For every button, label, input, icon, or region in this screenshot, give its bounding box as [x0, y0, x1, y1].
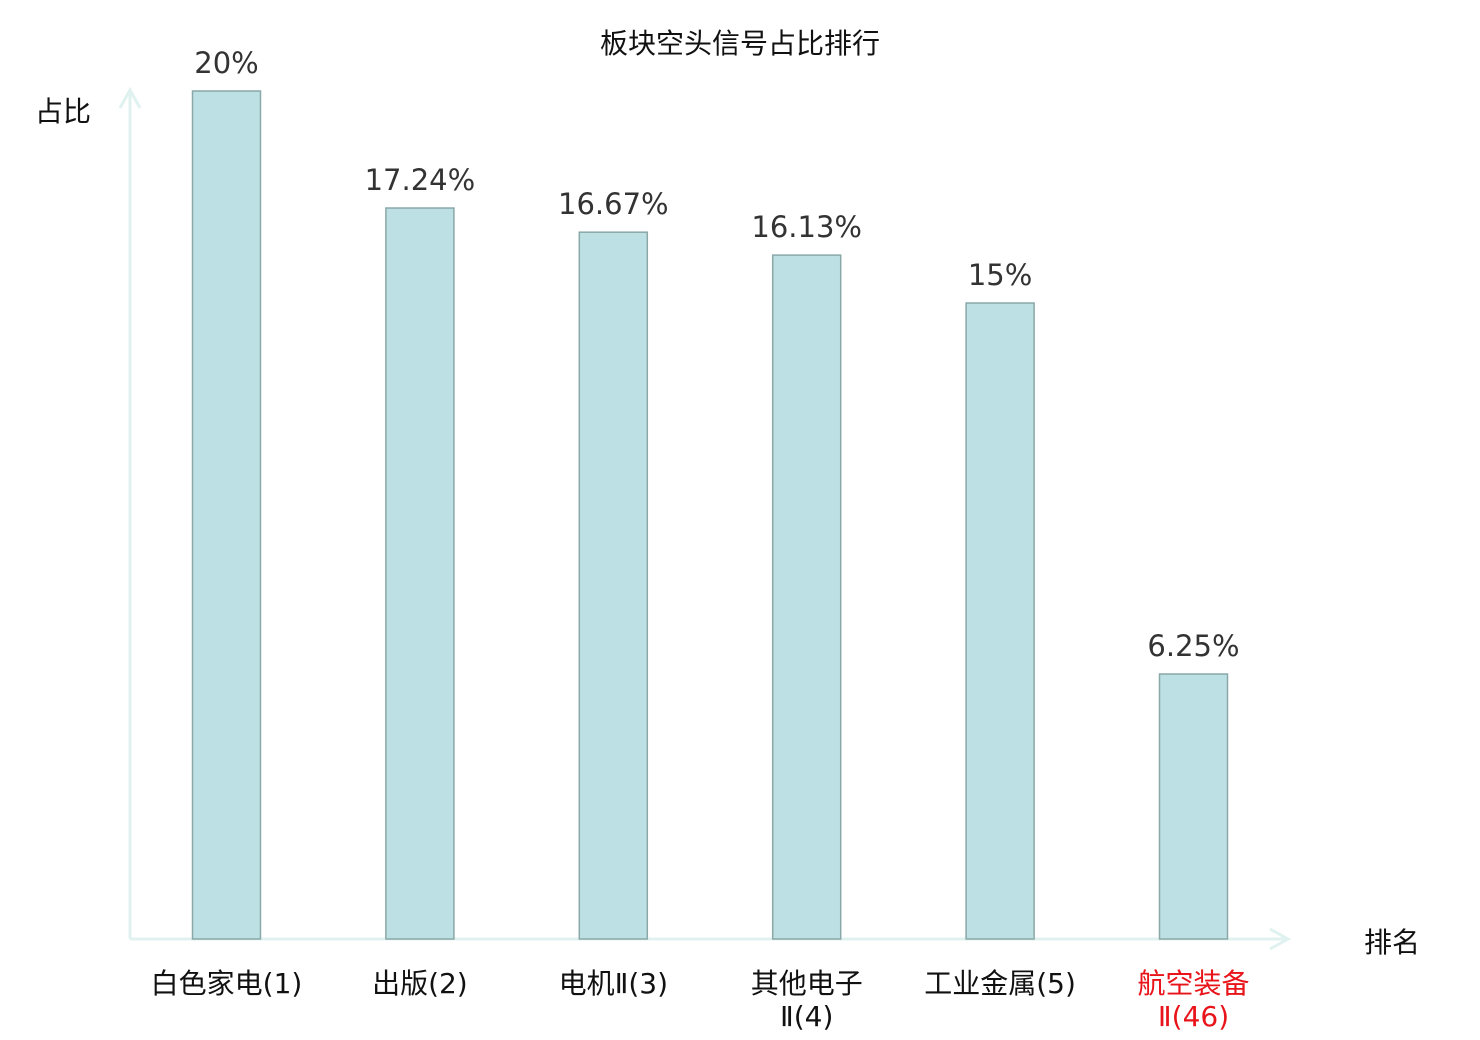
- data-label: 20%: [194, 46, 258, 80]
- data-label: 17.24%: [365, 163, 476, 197]
- bar: [385, 207, 455, 940]
- x-tick-label: 出版(2): [372, 967, 468, 1000]
- x-axis-label: 排名: [1364, 926, 1420, 959]
- bar: [1158, 673, 1229, 940]
- data-label: 16.13%: [751, 210, 862, 244]
- bar: [771, 254, 842, 940]
- x-tick-label: 航空装备 Ⅱ(46): [1137, 967, 1249, 1033]
- x-tick-label: 白色家电(1): [151, 967, 303, 1000]
- x-tick-label: 工业金属(5): [924, 967, 1076, 1000]
- y-axis-arrow-icon: [118, 86, 142, 109]
- data-label: 6.25%: [1147, 629, 1239, 663]
- bar: [965, 302, 1035, 940]
- y-axis-label: 占比: [35, 95, 91, 128]
- data-label: 16.67%: [558, 187, 669, 221]
- x-tick-label: 其他电子 Ⅱ(4): [751, 967, 863, 1033]
- bar: [578, 231, 649, 940]
- x-tick-label: 电机Ⅱ(3): [559, 967, 668, 1000]
- bars: 20% 白色家电(1) 17.24% 出版(2) 16.67% 电机Ⅱ(3) 16.13% 其…: [151, 46, 1250, 1033]
- data-label: 15%: [968, 258, 1032, 292]
- axes: [118, 86, 1292, 951]
- bar: [191, 90, 262, 940]
- x-axis-arrow-icon: [1269, 927, 1292, 951]
- chart-title: 板块空头信号占比排行: [600, 27, 880, 60]
